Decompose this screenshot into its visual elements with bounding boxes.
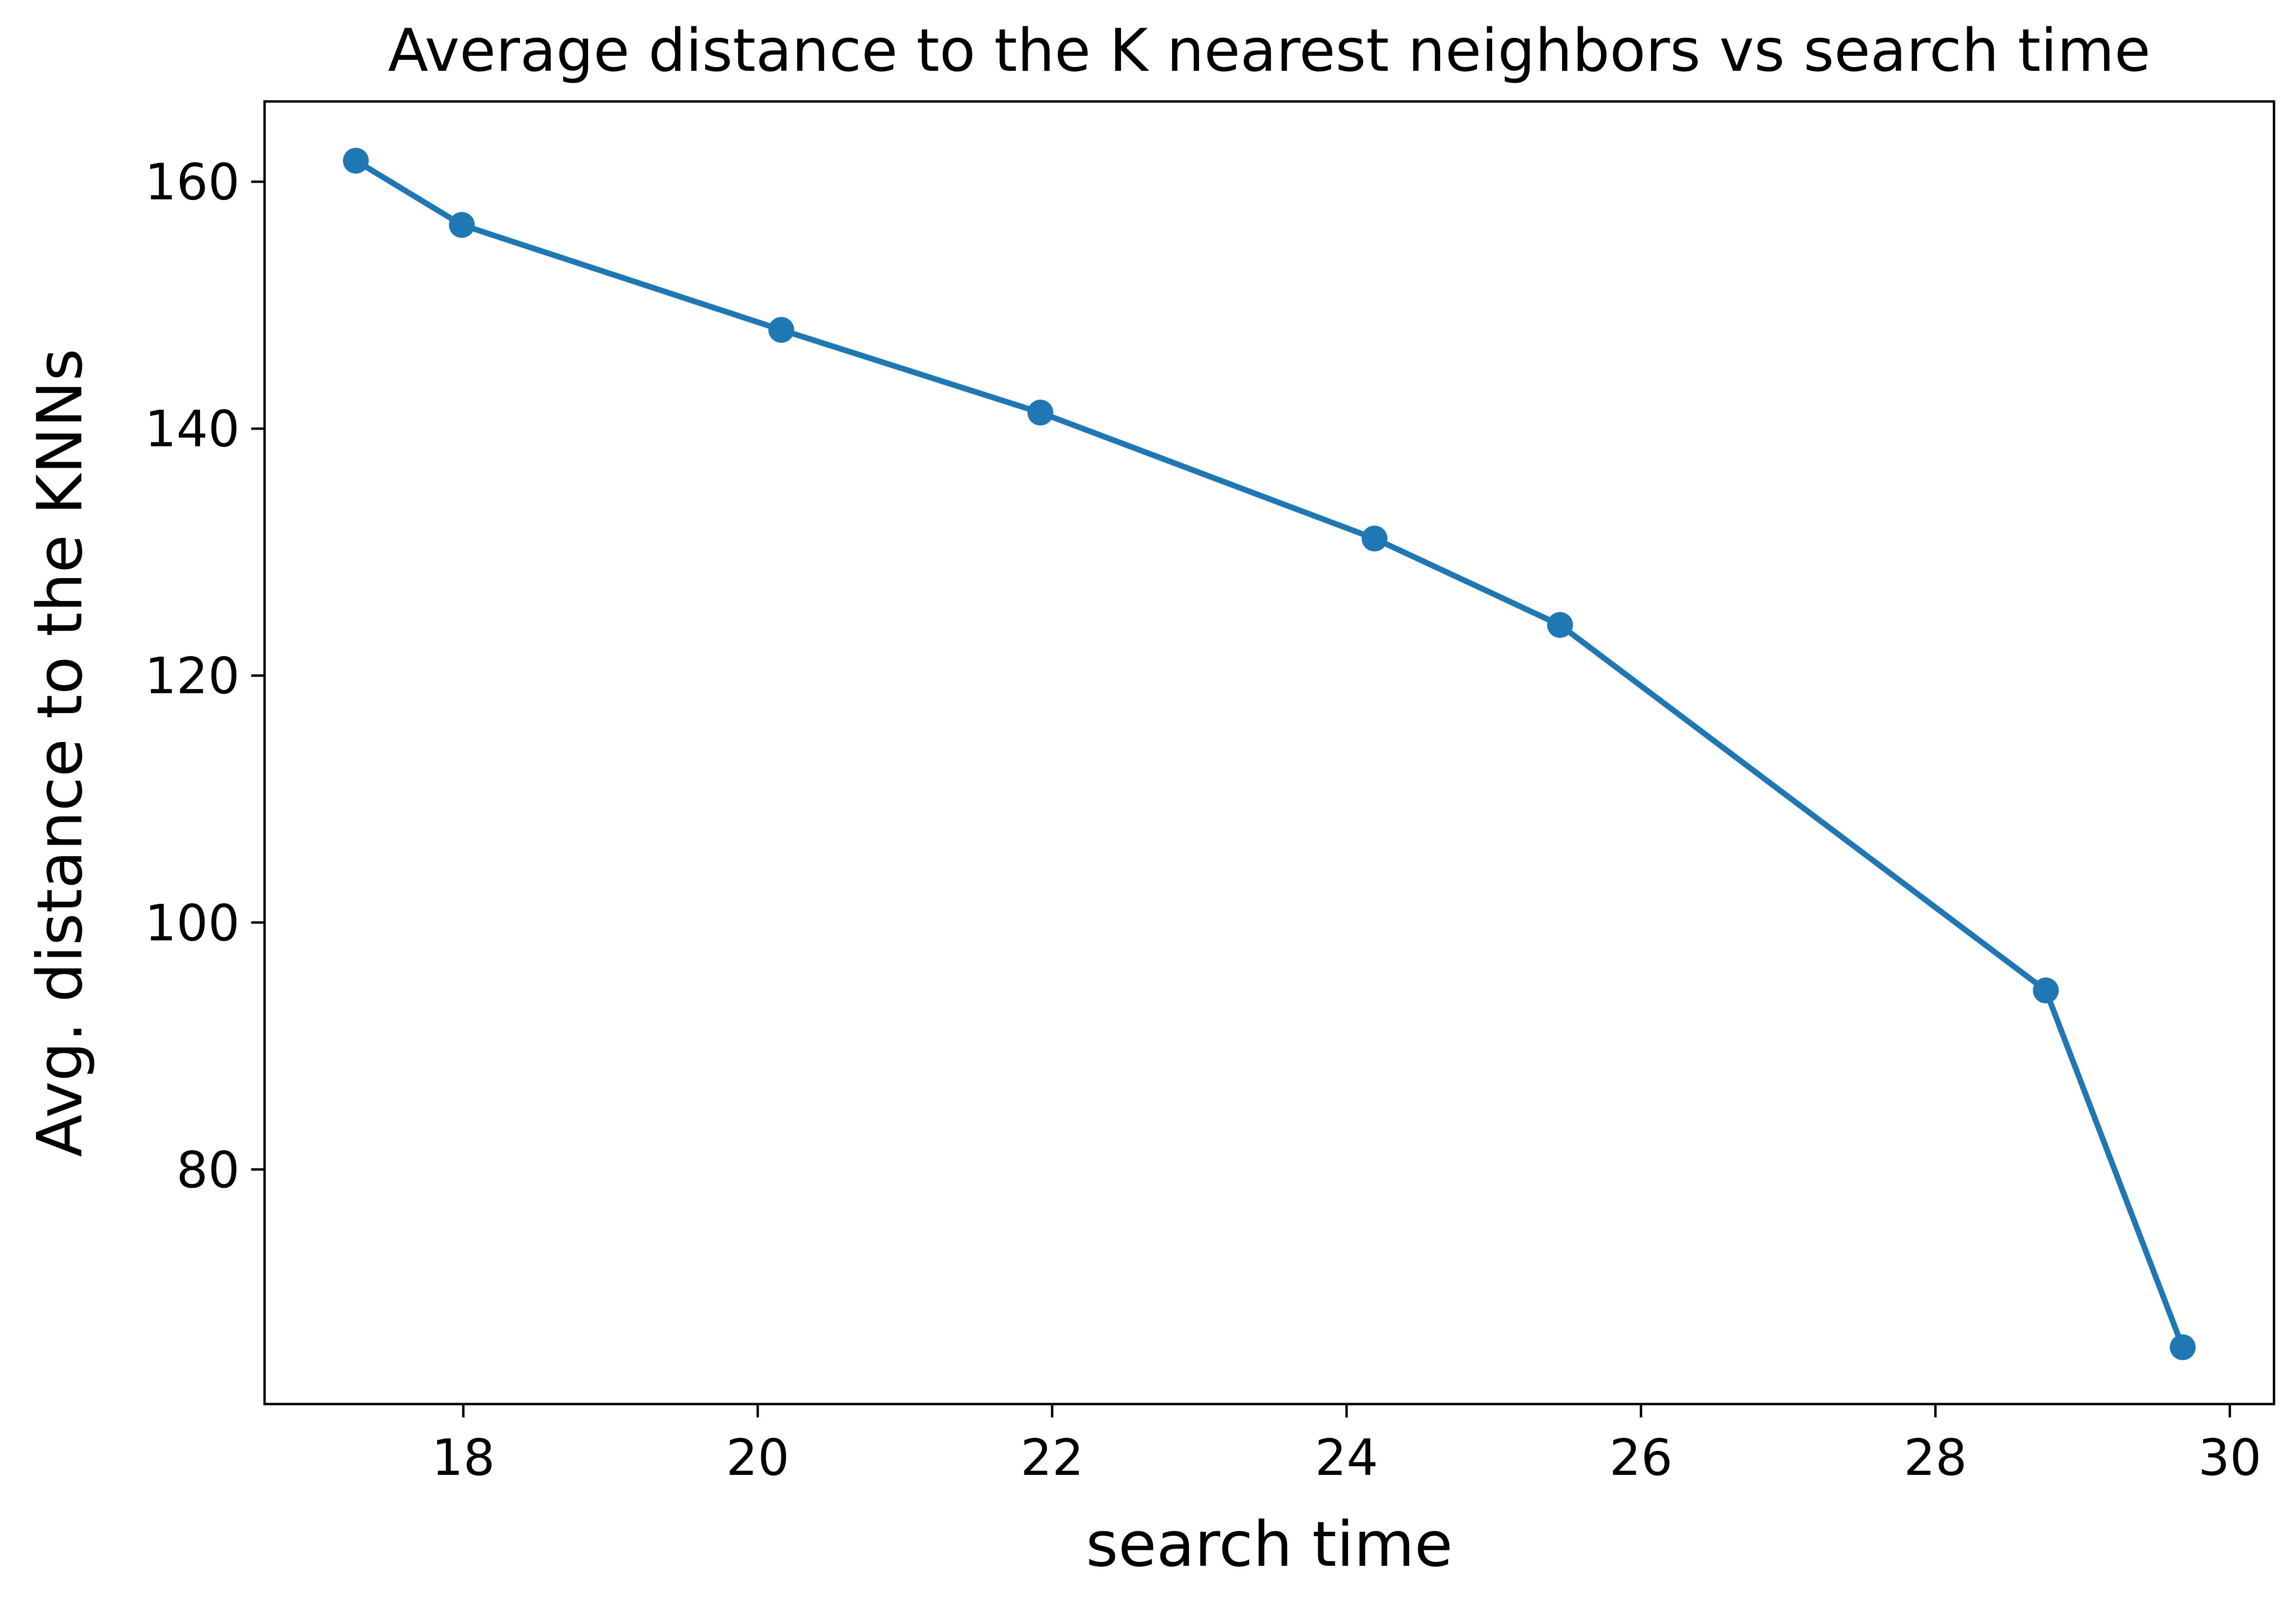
- y-axis-title: Avg. distance to the KNNs: [23, 348, 96, 1157]
- data-point: [1027, 400, 1054, 426]
- data-point: [768, 317, 794, 343]
- x-axis-title: search time: [1086, 1508, 1453, 1581]
- y-tick-label: 80: [177, 1141, 240, 1199]
- chart-title: Average distance to the K nearest neighb…: [388, 17, 2151, 85]
- data-point: [1547, 612, 1573, 638]
- plot-frame: [263, 100, 2275, 1405]
- y-tick-label: 100: [144, 894, 240, 952]
- x-tick-label: 28: [1904, 1428, 1967, 1487]
- x-tick-label: 22: [1020, 1428, 1084, 1487]
- data-point: [2170, 1334, 2196, 1361]
- x-tick-label: 20: [726, 1428, 789, 1487]
- data-point: [449, 212, 475, 238]
- x-tick-label: 30: [2198, 1428, 2262, 1487]
- data-point: [2033, 977, 2059, 1004]
- plot-area: [343, 147, 2196, 1361]
- x-axis: 18 20 22 24 26 28 30: [432, 1404, 2262, 1487]
- data-point: [343, 147, 369, 174]
- y-tick-label: 140: [144, 400, 240, 458]
- y-tick-label: 120: [144, 647, 240, 705]
- y-axis: 80 100 120 140 160: [144, 153, 265, 1199]
- y-tick-label: 160: [144, 153, 240, 212]
- series-line: [353, 157, 2186, 1350]
- x-tick-label: 24: [1315, 1428, 1378, 1487]
- x-tick-label: 18: [432, 1428, 495, 1487]
- x-tick-label: 26: [1609, 1428, 1673, 1487]
- data-point: [1362, 525, 1387, 552]
